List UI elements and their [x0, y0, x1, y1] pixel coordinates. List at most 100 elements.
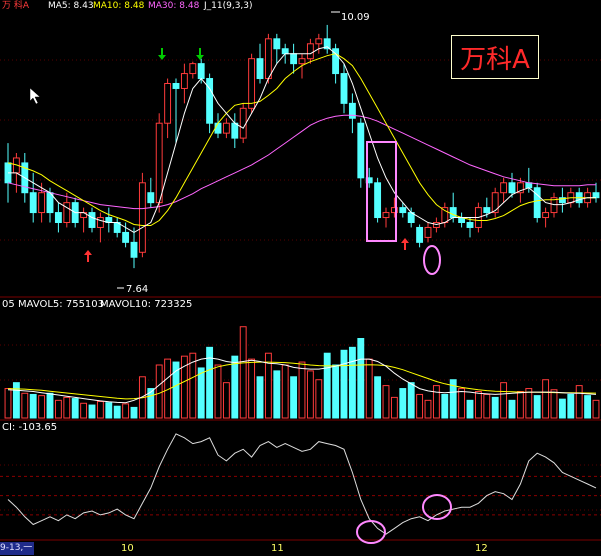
volume-bar-1 — [12, 382, 20, 419]
volume-bar-70 — [592, 399, 600, 419]
volume-bar-42 — [357, 338, 365, 419]
volume-bar-36 — [306, 370, 314, 419]
volume-bar-49 — [416, 393, 424, 419]
moving-average-lines — [7, 46, 596, 233]
mavol10-line — [7, 361, 597, 400]
candle-body-30 — [256, 58, 264, 80]
volume-bar-26 — [222, 382, 230, 419]
volume-bar-25 — [214, 364, 222, 419]
volume-bar-28 — [239, 326, 247, 419]
volume-bar-34 — [290, 376, 298, 419]
volume-bar-3 — [29, 393, 37, 419]
candle-body-55 — [466, 222, 474, 228]
candle-body-19 — [164, 83, 172, 124]
volume-bar-52 — [441, 393, 449, 419]
volume-bar-64 — [542, 379, 550, 419]
volume-bar-68 — [575, 385, 583, 419]
candle-body-36 — [306, 43, 314, 60]
candle-body-45 — [382, 212, 390, 219]
volume-bar-7 — [63, 396, 71, 419]
red-arrow-1 — [84, 250, 92, 262]
volume-bar-56 — [474, 391, 482, 419]
volume-bar-50 — [424, 399, 432, 419]
candle-body-11 — [96, 217, 104, 228]
candle-body-3 — [29, 192, 37, 214]
volume-bar-63 — [533, 395, 541, 419]
volume-bar-60 — [508, 399, 516, 419]
green-arrow-1 — [158, 48, 166, 60]
volume-bar-69 — [584, 395, 592, 419]
stock-name-box: 万科A — [451, 35, 539, 79]
volume-bars — [4, 326, 600, 419]
volume-bar-29 — [248, 358, 256, 419]
volume-bar-12 — [105, 402, 113, 419]
date-tick-11: 11 — [271, 543, 284, 554]
candle-body-16 — [138, 182, 146, 253]
header-ma-prefix: 万 科A — [2, 0, 30, 11]
header-ma30: MA30: 8.48 — [148, 1, 200, 11]
volume-bar-31 — [264, 352, 272, 419]
volume-bar-53 — [449, 379, 457, 419]
volume-bar-38 — [323, 352, 331, 419]
volume-bar-4 — [38, 395, 46, 419]
price-low-label: 7.64 — [126, 284, 148, 295]
candle-body-18 — [155, 122, 163, 204]
candle-body-32 — [273, 38, 281, 50]
candle-body-52 — [441, 207, 449, 224]
green-arrow-1-head — [158, 55, 166, 60]
volume-bar-40 — [340, 349, 348, 419]
candle-body-22 — [189, 63, 197, 75]
candle-body-21 — [180, 73, 188, 89]
candle-body-58 — [491, 192, 499, 214]
cci-indicator — [0, 433, 601, 535]
candle-body-7 — [63, 202, 71, 223]
volume-bar-44 — [374, 376, 382, 419]
candle-body-6 — [54, 212, 62, 223]
volume-bar-32 — [273, 370, 281, 419]
volume-bar-57 — [483, 393, 491, 419]
date-tick-12: 12 — [475, 543, 488, 554]
candle-body-33 — [281, 48, 289, 55]
price-circle — [423, 245, 441, 275]
candle-body-66 — [558, 197, 566, 204]
volume-bar-15 — [130, 406, 138, 419]
cci-circle-2 — [422, 494, 452, 520]
volume-bar-39 — [332, 364, 340, 419]
candle-body-42 — [357, 122, 365, 179]
candle-body-50 — [424, 226, 432, 238]
red-arrow-2-head — [401, 238, 409, 243]
price-high-label: 10.09 — [341, 12, 370, 23]
header-extra: J_11(9,3,3) — [203, 1, 253, 11]
red-arrow-1-head — [84, 250, 92, 255]
volume-bar-2 — [21, 392, 29, 419]
candle-body-60 — [508, 182, 516, 194]
volume-bar-66 — [558, 398, 566, 419]
volume-bar-0 — [4, 388, 12, 419]
volume-bar-27 — [231, 355, 239, 419]
volume-bar-43 — [365, 358, 373, 419]
ma10-line — [7, 53, 596, 226]
volume-bar-6 — [54, 399, 62, 419]
candle-body-4 — [38, 192, 46, 214]
volume-bar-35 — [298, 361, 306, 419]
candle-body-63 — [533, 187, 541, 219]
vol-header-prefix: 05 — [2, 299, 15, 310]
volume-bar-55 — [466, 399, 474, 419]
candle-body-65 — [550, 197, 558, 214]
volume-bar-21 — [180, 355, 188, 419]
volume-bar-41 — [348, 346, 356, 419]
chart-labels: 万 科A MA5: 8.43 MA10: 8.48 MA30: 8.48 J_1… — [2, 0, 488, 554]
candle-body-57 — [483, 207, 491, 214]
green-arrow-2-head — [196, 55, 204, 60]
cci-header: CI: -103.65 — [2, 422, 57, 433]
candle-body-41 — [348, 102, 356, 119]
vol-header-mavol5: MAVOL5: 755103 — [18, 299, 104, 310]
volume-bar-14 — [122, 403, 130, 419]
volume-bar-48 — [407, 382, 415, 419]
cci-circle-1 — [356, 520, 386, 544]
date-tick-10: 10 — [121, 543, 134, 554]
candle-body-23 — [197, 63, 205, 80]
annotation-overlay — [29, 11, 452, 544]
mavol5-line — [7, 357, 597, 404]
